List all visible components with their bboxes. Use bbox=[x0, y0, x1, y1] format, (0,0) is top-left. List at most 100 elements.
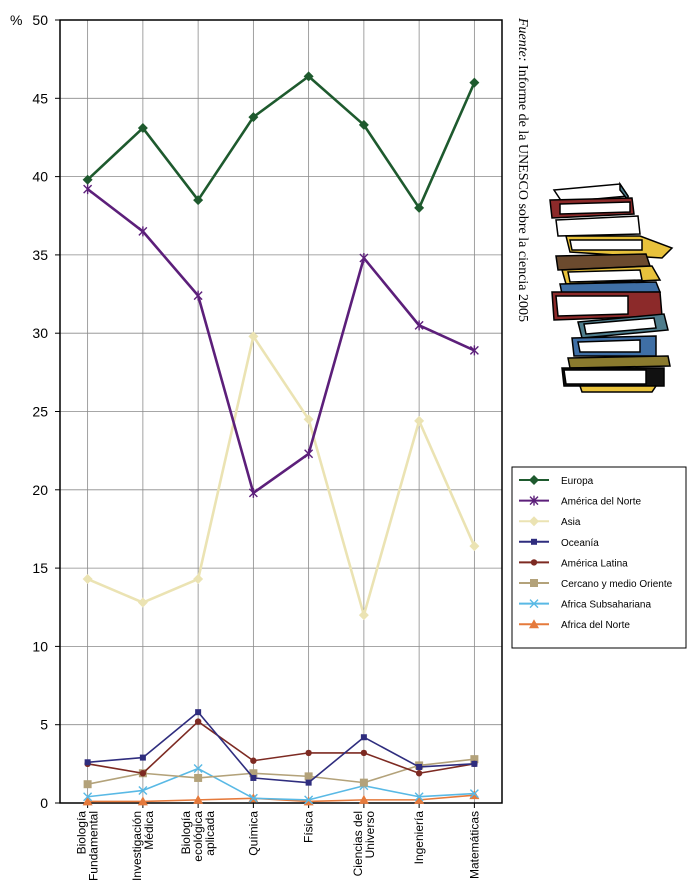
series-line bbox=[87, 711, 475, 784]
legend-swatch-marker bbox=[529, 516, 539, 527]
x-category-label-line: Médica bbox=[142, 811, 156, 850]
data-point bbox=[471, 760, 478, 767]
y-tick-label: 40 bbox=[32, 169, 48, 185]
legend-swatch-marker bbox=[529, 475, 539, 485]
y-tick-label: 30 bbox=[32, 325, 48, 341]
x-category-label-line: ecológica bbox=[191, 811, 205, 862]
legend-label: Africa Subsahariana bbox=[561, 600, 651, 611]
data-point bbox=[82, 174, 93, 185]
data-point bbox=[84, 759, 91, 766]
y-tick-label: 50 bbox=[32, 12, 48, 28]
data-point bbox=[414, 202, 425, 213]
x-category-label-line: Física bbox=[302, 811, 316, 843]
data-point bbox=[83, 184, 93, 195]
legend-item: Africa del Norte bbox=[519, 619, 630, 631]
chart-grid bbox=[60, 20, 502, 803]
legend-label: Asia bbox=[561, 517, 581, 528]
source-prefix: Fuente: bbox=[515, 17, 530, 62]
legend-item: Oceanía bbox=[519, 538, 599, 549]
x-category-label-line: Investigación bbox=[130, 811, 144, 881]
x-axis-category-labels: BiologíaFundamental InvestigaciónMédica Bi… bbox=[75, 803, 481, 881]
data-point bbox=[305, 749, 312, 757]
data-point bbox=[193, 574, 204, 585]
y-tick-label: 5 bbox=[40, 717, 48, 733]
x-category-label: Ciencias delUniverso bbox=[351, 811, 377, 877]
x-category-label: BiologíaFundamental bbox=[75, 811, 101, 881]
x-category-label-line: aplicada bbox=[203, 811, 217, 856]
data-point bbox=[304, 772, 313, 781]
data-point bbox=[194, 773, 203, 782]
x-category-label: Biologíaecológicaaplicada bbox=[179, 811, 217, 862]
x-category-label: Física bbox=[302, 811, 316, 843]
data-point bbox=[358, 119, 369, 130]
series-line bbox=[86, 75, 476, 210]
data-point bbox=[303, 71, 314, 82]
data-point bbox=[248, 331, 259, 342]
legend-item: América Latina bbox=[519, 558, 628, 569]
series-américa-del-norte bbox=[83, 184, 479, 498]
x-category-label-line: Química bbox=[246, 811, 260, 856]
data-point bbox=[193, 794, 204, 804]
legend-item: Asia bbox=[519, 516, 581, 528]
data-point bbox=[470, 755, 479, 764]
data-point bbox=[83, 792, 93, 802]
series-line bbox=[87, 720, 475, 775]
stack-of-books-icon bbox=[549, 181, 674, 393]
legend-item: América del Norte bbox=[519, 495, 641, 508]
legend-swatch-marker bbox=[530, 559, 538, 566]
data-point bbox=[416, 763, 423, 770]
data-point bbox=[359, 778, 368, 787]
legend-label: Oceanía bbox=[561, 538, 599, 549]
series-asia bbox=[82, 331, 480, 621]
legend-box bbox=[511, 466, 687, 649]
data-point bbox=[469, 541, 480, 552]
data-point bbox=[414, 794, 425, 804]
y-axis-unit-label: % bbox=[10, 12, 22, 28]
data-point bbox=[250, 774, 257, 781]
data-point bbox=[138, 785, 148, 795]
data-point bbox=[248, 793, 258, 803]
legend-label: Cercano y medio Oriente bbox=[561, 579, 673, 590]
source-text: Informe de la UNESCO sobre la ciencia 20… bbox=[515, 62, 530, 322]
data-point bbox=[193, 290, 203, 301]
data-point bbox=[414, 792, 424, 802]
source-note: Fuente: Informe de la UNESCO sobre la ci… bbox=[515, 17, 530, 322]
x-category-label: Química bbox=[246, 811, 260, 856]
data-point bbox=[82, 574, 93, 585]
data-point bbox=[82, 796, 93, 806]
chart-series bbox=[82, 71, 480, 806]
data-point bbox=[138, 226, 148, 237]
y-tick-label: 45 bbox=[32, 90, 48, 106]
x-category-label-line: Fundamental bbox=[87, 811, 101, 881]
series-oceanía bbox=[84, 709, 478, 786]
legend-swatch-marker bbox=[531, 538, 537, 545]
data-point bbox=[250, 757, 257, 764]
data-point bbox=[414, 415, 425, 426]
data-point bbox=[304, 795, 314, 805]
x-category-label-line: Ciencias del bbox=[351, 811, 365, 876]
series-line bbox=[86, 188, 475, 495]
data-point bbox=[137, 123, 148, 134]
series-line bbox=[87, 335, 476, 617]
legend-swatch-marker bbox=[529, 599, 539, 609]
data-point bbox=[193, 764, 203, 774]
data-point bbox=[137, 597, 148, 608]
x-category-label: Matemáticas bbox=[467, 811, 481, 879]
x-category-label-line: Matemáticas bbox=[467, 811, 481, 879]
data-point bbox=[469, 345, 479, 356]
data-point bbox=[415, 770, 423, 777]
data-point bbox=[193, 195, 204, 206]
y-tick-label: 0 bbox=[40, 795, 48, 811]
data-point bbox=[359, 253, 369, 264]
series-europa bbox=[82, 71, 480, 213]
series-line bbox=[87, 758, 475, 785]
y-tick-label: 35 bbox=[32, 247, 48, 263]
legend-label: América Latina bbox=[561, 558, 628, 569]
x-category-label-line: Biología bbox=[75, 811, 89, 855]
x-category-label: InvestigaciónMédica bbox=[130, 811, 156, 881]
legend: Europa América del Norte Asia Oceanía Améric… bbox=[519, 475, 673, 631]
data-point bbox=[248, 112, 259, 123]
legend-label: América del Norte bbox=[561, 497, 641, 508]
series-africa-subsahariana bbox=[83, 764, 479, 805]
